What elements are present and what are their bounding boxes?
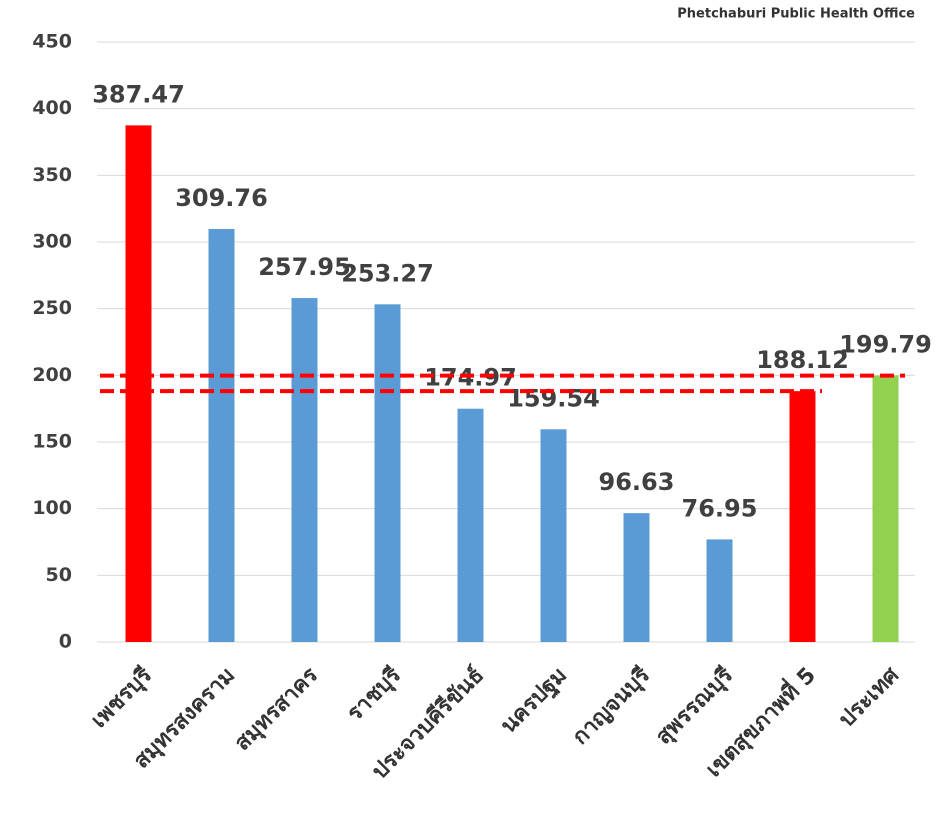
x-tick-label: เพชรบุรี [87,663,158,734]
x-tick-label: กาญจนบุรี [568,663,656,751]
bar [872,375,899,642]
x-tick-label: ประเทศ [834,662,904,732]
bar [374,304,401,642]
y-tick-label: 0 [59,631,72,653]
data-label: 159.54 [507,384,600,412]
y-tick-label: 100 [32,497,72,519]
bar [706,539,733,642]
x-tick-label: สมุทรสาคร [230,663,324,757]
x-tick-label: สุพรรณบุรี [651,663,739,751]
data-label: 253.27 [341,259,434,287]
y-tick-label: 300 [32,231,72,253]
data-label: 188.12 [756,346,849,374]
y-tick-label: 250 [32,297,72,319]
bar [208,228,235,642]
y-tick-label: 450 [32,31,72,53]
y-tick-label: 400 [32,97,72,119]
bar [291,298,318,642]
y-tick-label: 50 [46,564,72,586]
y-tick-label: 200 [32,364,72,386]
data-label: 387.47 [92,80,185,108]
y-tick-label: 150 [32,431,72,453]
x-tick-label: นครปฐม [496,663,573,740]
data-label: 309.76 [175,184,268,212]
data-label: 96.63 [599,468,675,496]
y-tick-label: 350 [32,164,72,186]
data-label: 199.79 [839,331,932,359]
bar [623,513,650,642]
x-tick-label: ราชบุรี [342,663,406,727]
data-label: 174.97 [424,364,517,392]
header: Phetchaburi Public Health Office [677,7,915,22]
bar [789,391,816,642]
bar [457,408,484,642]
data-label: 76.95 [682,494,758,522]
data-label: 257.95 [258,253,351,281]
bar [540,429,567,642]
bar [125,125,152,642]
